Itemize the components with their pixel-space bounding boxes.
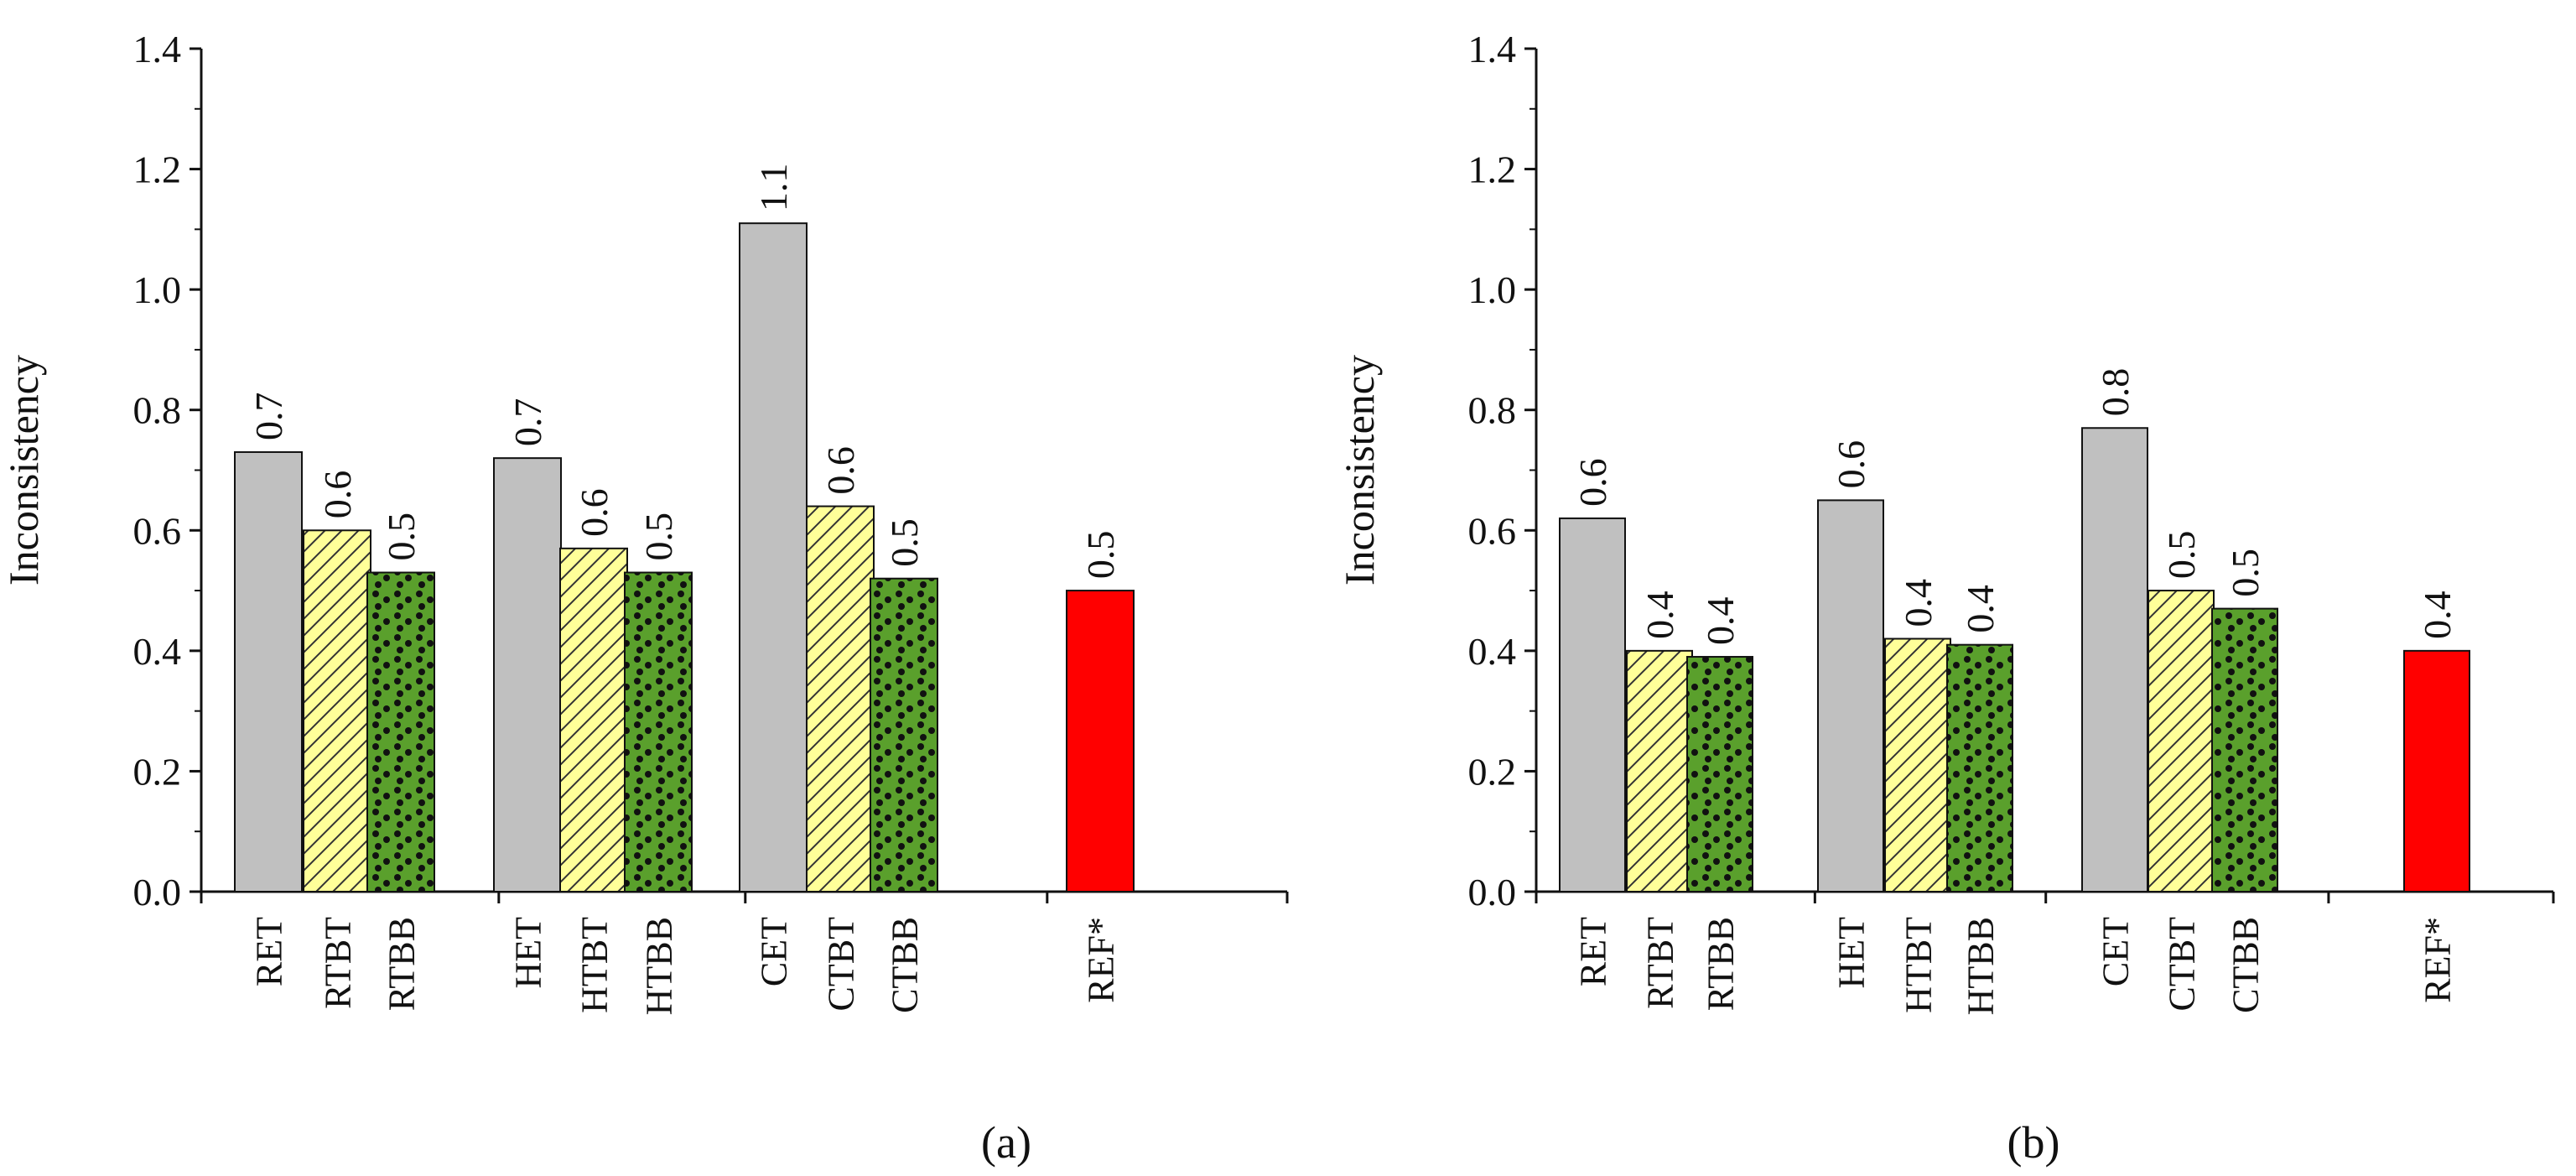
bar-rtbt <box>1626 649 1693 892</box>
panel-b: 0.0 0.2 0.4 0.6 0.8 1.0 1.2 1.4 Inconsistency 0.6… <box>1336 28 2555 1168</box>
bar-value-label: 0.7 <box>247 392 290 440</box>
bar-value-label: 0.6 <box>1830 440 1872 489</box>
bar-value-label: 0.4 <box>1699 597 1742 646</box>
y-tick-label: 1.4 <box>1468 28 1517 70</box>
panel-label: (a) <box>981 1117 1031 1168</box>
bar-value-label: 0.5 <box>2160 531 2203 580</box>
bar-rtbt <box>303 529 371 892</box>
y-tick-label: 0.2 <box>133 750 182 793</box>
bar-value-label: 0.4 <box>1639 591 1681 639</box>
bar-value-label: 0.4 <box>1897 579 1940 627</box>
bar-value-label: 0.4 <box>2416 591 2459 639</box>
bar-cet <box>739 222 808 892</box>
x-category-label: HTBT <box>574 917 615 1013</box>
y-tick-label: 0.6 <box>1468 509 1517 552</box>
bar-value-label: 0.5 <box>637 513 680 561</box>
bar-htbt <box>559 547 628 892</box>
x-category-label: CTBB <box>884 917 925 1013</box>
bar-value-label: 0.6 <box>1571 458 1614 507</box>
bar-ctbt <box>806 505 875 892</box>
bar-het <box>493 457 562 892</box>
panel-a: 0.0 0.2 0.4 0.6 0.8 1.0 1.2 1.4 Inconsistency 0.7… <box>0 28 1289 1168</box>
x-category-label: CTBT <box>2161 917 2202 1012</box>
bar-value-label: 0.4 <box>1959 585 2002 633</box>
bar-value-label: 0.6 <box>316 471 359 519</box>
bar-value-label: 0.5 <box>2224 549 2267 597</box>
bar-value-label: 0.6 <box>573 488 615 537</box>
x-category-label: CTBT <box>820 917 861 1012</box>
bar-value-label: 1.1 <box>752 164 795 212</box>
bar-rtbb <box>1686 656 1753 892</box>
bar-htbb <box>1946 643 2013 893</box>
bar-ret <box>234 450 303 892</box>
bar-value-label: 0.5 <box>380 513 423 561</box>
bar-value-label: 0.5 <box>883 518 926 567</box>
x-category-label: RET <box>248 917 289 986</box>
y-tick-label: 1.0 <box>1468 268 1517 311</box>
bar-value-label: 0.7 <box>506 398 549 447</box>
x-category-label: RTBT <box>1639 917 1680 1009</box>
y-tick-label: 1.2 <box>1468 148 1517 191</box>
x-category-label: HTBB <box>638 917 679 1015</box>
bar-ctbb <box>870 577 938 892</box>
bar-ref-star <box>2403 649 2470 892</box>
y-tick-label: 0.8 <box>1468 389 1517 432</box>
bar-ctbt <box>2148 590 2215 892</box>
x-category-label: CET <box>2095 917 2136 986</box>
x-category-label: HTBT <box>1898 917 1939 1013</box>
y-axis-label: Inconsistency <box>1336 355 1383 585</box>
x-category-label: RTBB <box>381 917 422 1011</box>
bar-het <box>1817 499 1884 893</box>
x-category-label: REF* <box>2417 917 2458 1003</box>
bar-htbt <box>1884 637 1951 892</box>
y-tick-label: 1.2 <box>133 148 182 191</box>
x-category-label: RTBT <box>317 917 358 1009</box>
bar-value-label: 0.8 <box>2094 368 2137 417</box>
bar-value-label: 0.6 <box>819 446 862 495</box>
y-axis-label: Inconsistency <box>0 355 47 585</box>
bar-ret <box>1559 517 1626 893</box>
y-tick-label: 0.2 <box>1468 750 1517 793</box>
x-category-label: RET <box>1572 917 1613 986</box>
bar-ref-star <box>1066 590 1135 892</box>
y-tick-label: 1.4 <box>133 28 182 70</box>
x-category-label: CTBB <box>2225 917 2266 1013</box>
y-tick-label: 0.0 <box>1468 871 1517 913</box>
y-tick-label: 0.4 <box>133 630 182 673</box>
bar-ctbb <box>2211 607 2278 892</box>
y-tick-label: 1.0 <box>133 268 182 311</box>
bar-value-label: 0.5 <box>1079 531 1122 580</box>
y-tick-label: 0.0 <box>133 871 182 913</box>
bar-htbb <box>624 571 693 892</box>
x-category-label: HET <box>1831 917 1872 989</box>
y-tick-label: 0.8 <box>133 389 182 432</box>
x-category-label: REF* <box>1080 917 1121 1003</box>
y-tick-label: 0.4 <box>1468 630 1517 673</box>
x-category-label: HET <box>507 917 548 989</box>
x-category-label: HTBB <box>1960 917 2001 1015</box>
x-category-label: RTBB <box>1700 917 1741 1011</box>
panel-label: (b) <box>2007 1117 2060 1168</box>
y-tick-label: 0.6 <box>133 509 182 552</box>
bar-cet <box>2081 427 2148 892</box>
x-category-label: CET <box>753 917 794 986</box>
bar-rtbb <box>366 571 435 892</box>
